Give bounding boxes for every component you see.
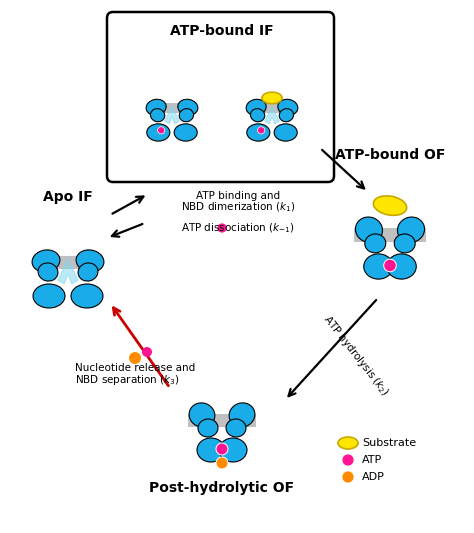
Ellipse shape	[274, 124, 297, 141]
Bar	[354, 228, 426, 242]
Ellipse shape	[262, 92, 282, 104]
Ellipse shape	[179, 109, 193, 122]
Text: ATP: ATP	[362, 455, 382, 465]
Ellipse shape	[374, 196, 407, 215]
Ellipse shape	[338, 437, 358, 449]
Ellipse shape	[78, 263, 98, 281]
Ellipse shape	[198, 419, 218, 437]
Polygon shape	[165, 106, 179, 124]
Text: ADP: ADP	[362, 472, 385, 482]
Ellipse shape	[247, 124, 270, 141]
Bar	[147, 103, 197, 112]
Ellipse shape	[157, 127, 165, 134]
Text: Apo IF: Apo IF	[43, 190, 93, 204]
Text: Substrate: Substrate	[362, 438, 416, 448]
Ellipse shape	[257, 127, 265, 134]
Text: ATP-bound IF: ATP-bound IF	[170, 24, 274, 38]
Bar	[34, 255, 102, 269]
Ellipse shape	[174, 124, 197, 141]
Ellipse shape	[33, 284, 65, 308]
Ellipse shape	[229, 403, 255, 427]
Text: ATP dissociation ($k_{-1}$): ATP dissociation ($k_{-1}$)	[181, 221, 295, 235]
Ellipse shape	[342, 471, 354, 483]
Ellipse shape	[383, 259, 396, 272]
Bar	[247, 103, 296, 112]
Ellipse shape	[364, 254, 393, 279]
Bar	[188, 414, 256, 426]
Ellipse shape	[226, 419, 246, 437]
Ellipse shape	[356, 217, 383, 243]
Ellipse shape	[189, 403, 215, 427]
Ellipse shape	[342, 454, 354, 466]
Text: NBD separation ($k_3$): NBD separation ($k_3$)	[75, 373, 180, 387]
Text: NBD dimerization ($k_1$): NBD dimerization ($k_1$)	[181, 200, 295, 214]
Ellipse shape	[178, 99, 198, 115]
Ellipse shape	[76, 250, 104, 272]
FancyBboxPatch shape	[107, 12, 334, 182]
Text: ATP binding and: ATP binding and	[196, 191, 280, 201]
Ellipse shape	[146, 99, 166, 115]
Ellipse shape	[129, 352, 141, 364]
Ellipse shape	[365, 234, 386, 253]
Ellipse shape	[219, 438, 247, 462]
Ellipse shape	[394, 234, 415, 253]
Ellipse shape	[279, 109, 293, 122]
Ellipse shape	[387, 254, 416, 279]
Ellipse shape	[150, 109, 165, 122]
Ellipse shape	[197, 438, 225, 462]
Ellipse shape	[147, 124, 170, 141]
Ellipse shape	[32, 250, 60, 272]
Ellipse shape	[71, 284, 103, 308]
Ellipse shape	[246, 99, 266, 115]
Ellipse shape	[398, 217, 425, 243]
Ellipse shape	[250, 109, 265, 122]
Ellipse shape	[278, 99, 298, 115]
Text: Post-hydrolytic OF: Post-hydrolytic OF	[149, 481, 294, 495]
Text: Nucleotide release and: Nucleotide release and	[75, 363, 195, 373]
Ellipse shape	[142, 347, 152, 357]
Ellipse shape	[216, 457, 228, 469]
Text: ATP hydrolysis ($k_2$): ATP hydrolysis ($k_2$)	[320, 313, 392, 399]
Polygon shape	[265, 106, 279, 124]
Text: ATP-bound OF: ATP-bound OF	[335, 148, 445, 162]
Ellipse shape	[38, 263, 58, 281]
Polygon shape	[58, 259, 78, 284]
Ellipse shape	[217, 223, 227, 233]
Ellipse shape	[216, 443, 228, 455]
